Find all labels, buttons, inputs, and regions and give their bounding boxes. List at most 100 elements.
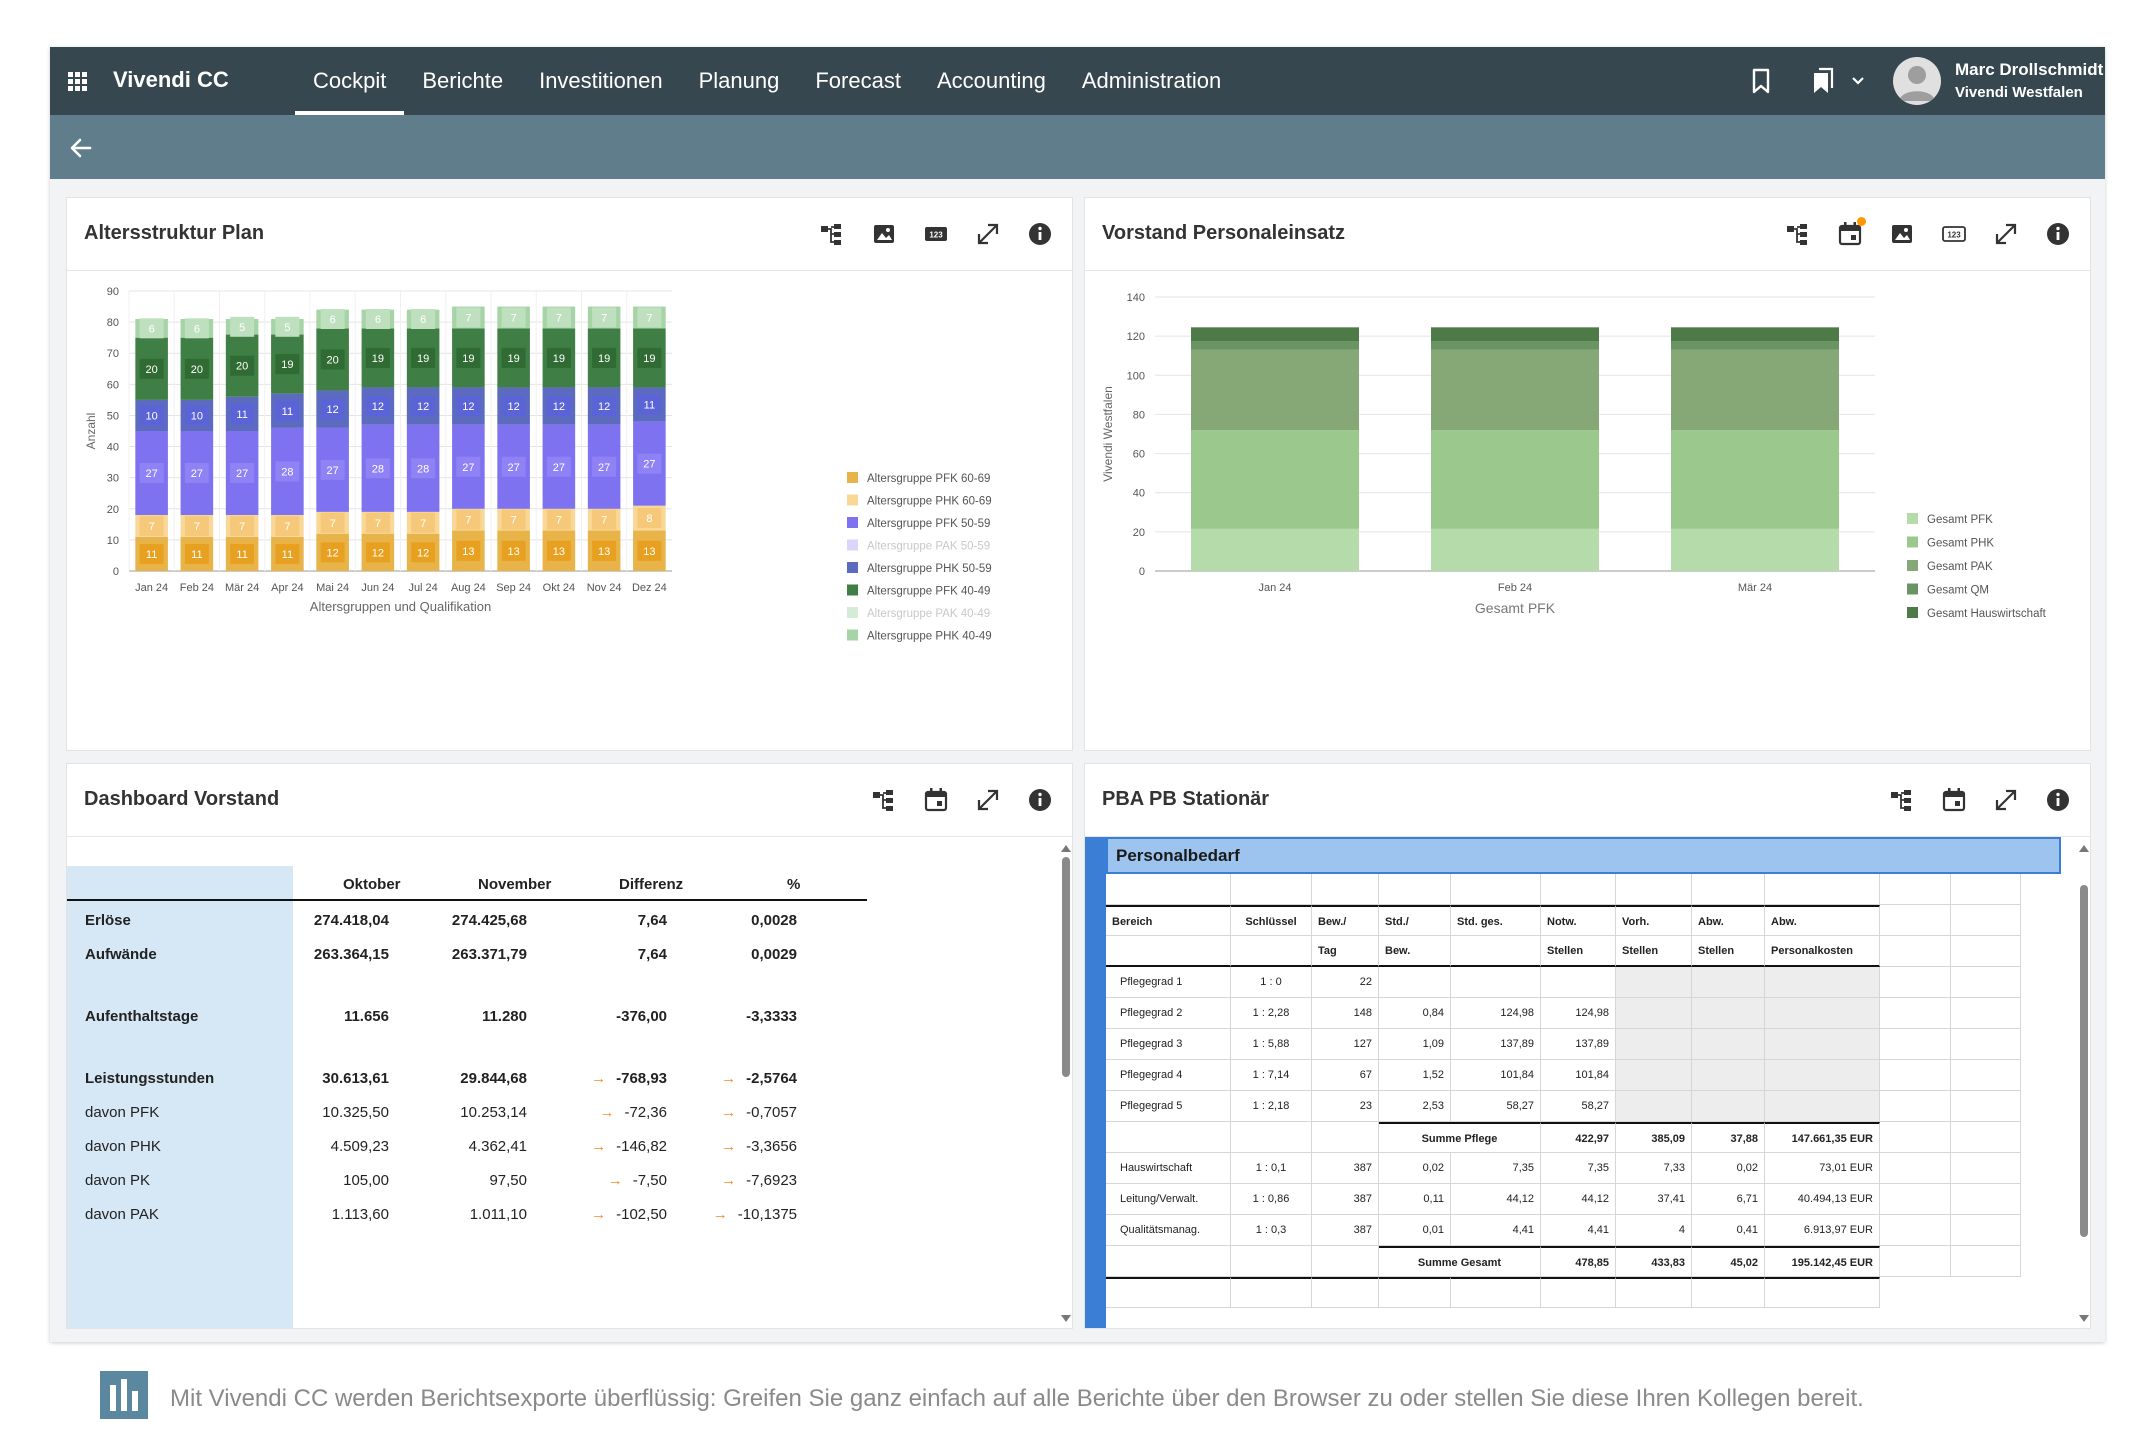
nav-berichte[interactable]: Berichte — [422, 68, 504, 93]
legend-label[interactable]: Altersgruppe PFK 60-69 — [867, 473, 990, 485]
bar-segment[interactable] — [1191, 327, 1359, 342]
nav-forecast[interactable]: Forecast — [815, 68, 901, 93]
chevron-down-icon[interactable] — [1850, 75, 1866, 87]
user-name[interactable]: Marc Drollschmidt — [1955, 60, 2104, 79]
x-tick-label: Feb 24 — [1498, 582, 1532, 594]
legend-label[interactable]: Altersgruppe PAK 40-49 — [867, 608, 990, 620]
legend-label[interactable]: Altersgruppe PFK 40-49 — [867, 586, 990, 598]
data-label-box — [139, 405, 164, 426]
legend-swatch[interactable] — [847, 517, 858, 528]
app-brand[interactable]: Vivendi CC — [113, 67, 229, 92]
bar-segment[interactable] — [1191, 528, 1359, 571]
row-label: davon PHK — [85, 1138, 161, 1155]
hierarchy-icon[interactable] — [1888, 786, 1916, 814]
numeric-data-icon[interactable]: 123 — [1940, 220, 1968, 248]
scroll-down-arrow[interactable] — [2079, 1315, 2089, 1322]
cell-value: 7,64 — [637, 912, 667, 929]
info-icon[interactable] — [2044, 220, 2072, 248]
legend-swatch[interactable] — [1907, 536, 1918, 548]
numeric-data-icon[interactable]: 123 — [922, 220, 950, 248]
info-icon[interactable] — [2044, 786, 2072, 814]
nav-investitionen[interactable]: Investitionen — [539, 68, 663, 93]
bar-segment[interactable] — [1671, 349, 1839, 431]
scroll-down-arrow[interactable] — [1061, 1315, 1071, 1322]
vertical-scrollbar[interactable] — [1060, 845, 1071, 1322]
legend-label[interactable]: Gesamt Hauswirtschaft — [1927, 608, 2047, 620]
expand-icon[interactable] — [974, 220, 1002, 248]
data-label: 12 — [462, 401, 474, 413]
legend-label[interactable]: Gesamt PAK — [1927, 561, 1993, 573]
legend-label[interactable]: Altersgruppe PFK 50-59 — [867, 518, 990, 530]
empty-cell — [1880, 1215, 1951, 1246]
legend-label[interactable]: Altersgruppe PAK 50-59 — [867, 541, 990, 553]
bar-segment[interactable] — [1191, 430, 1359, 529]
bar-segment[interactable] — [1431, 430, 1599, 529]
legend-swatch[interactable] — [847, 629, 858, 641]
cell-value: 1 : 2,18 — [1231, 1091, 1312, 1122]
scroll-up-arrow[interactable] — [1061, 845, 1071, 852]
column-header: % — [787, 876, 801, 893]
legend-swatch[interactable] — [847, 562, 858, 573]
bar-segment[interactable] — [1431, 349, 1599, 431]
legend-label[interactable]: Gesamt PHK — [1927, 538, 1994, 550]
data-label: 7 — [511, 312, 517, 324]
calendar-icon[interactable] — [1940, 786, 1968, 814]
legend-label[interactable]: Altersgruppe PHK 40-49 — [867, 631, 992, 643]
calendar-icon[interactable] — [922, 786, 950, 814]
data-label: 19 — [372, 353, 384, 365]
bar-segment[interactable] — [1671, 327, 1839, 342]
bookmarks-list-icon[interactable] — [1810, 67, 1836, 95]
avatar[interactable] — [1893, 57, 1941, 105]
legend-swatch[interactable] — [847, 494, 858, 506]
hierarchy-icon[interactable] — [1784, 220, 1812, 248]
legend-swatch[interactable] — [1907, 560, 1918, 571]
scroll-thumb[interactable] — [1062, 857, 1070, 1077]
hierarchy-icon[interactable] — [818, 220, 846, 248]
bar-segment[interactable] — [1671, 430, 1839, 529]
nav-administration[interactable]: Administration — [1081, 68, 1222, 93]
expand-icon[interactable] — [974, 786, 1002, 814]
legend-label[interactable]: Gesamt QM — [1927, 585, 1989, 597]
image-export-icon[interactable] — [1888, 220, 1916, 248]
legend-swatch[interactable] — [1907, 607, 1918, 618]
cell-value: 30.613,61 — [322, 1070, 389, 1087]
legend-swatch[interactable] — [1907, 513, 1918, 524]
bar-segment[interactable] — [1671, 341, 1839, 350]
calendar-icon[interactable] — [1836, 217, 1866, 248]
nav-cockpit[interactable]: Cockpit — [295, 47, 405, 115]
bar-segment[interactable] — [1191, 349, 1359, 431]
bar-segment[interactable] — [1431, 528, 1599, 571]
info-icon[interactable] — [1026, 786, 1054, 814]
scroll-thumb[interactable] — [2080, 885, 2088, 1237]
expand-icon[interactable] — [1992, 220, 2020, 248]
x-tick-label: Feb 24 — [180, 582, 214, 594]
expand-icon[interactable] — [1992, 786, 2020, 814]
legend-label[interactable]: Gesamt PFK — [1927, 514, 1993, 526]
bar-segment[interactable] — [1431, 341, 1599, 350]
nav-planung[interactable]: Planung — [698, 68, 780, 93]
data-label-box — [275, 543, 300, 564]
legend-label[interactable]: Altersgruppe PHK 60-69 — [867, 496, 992, 508]
legend-swatch[interactable] — [847, 472, 858, 483]
legend-label[interactable]: Altersgruppe PHK 50-59 — [867, 563, 992, 575]
legend-swatch[interactable] — [847, 539, 858, 551]
data-label: 11 — [191, 549, 202, 561]
legend-swatch[interactable] — [847, 584, 858, 596]
scroll-up-arrow[interactable] — [2079, 845, 2089, 852]
cell-value: 274.418,04 — [313, 912, 389, 929]
legend-swatch[interactable] — [847, 607, 858, 618]
data-label-box — [637, 307, 662, 328]
bar-segment[interactable] — [1191, 341, 1359, 350]
back-arrow-icon[interactable] — [68, 135, 94, 161]
vertical-scrollbar[interactable] — [2078, 845, 2089, 1322]
info-icon[interactable] — [1026, 220, 1054, 248]
hierarchy-icon[interactable] — [870, 786, 898, 814]
image-export-icon[interactable] — [870, 220, 898, 248]
data-label-box — [501, 456, 526, 477]
bar-segment[interactable] — [1671, 528, 1839, 571]
bar-segment[interactable] — [1431, 327, 1599, 342]
app-grid-icon[interactable] — [68, 72, 87, 91]
bookmark-icon[interactable] — [1748, 67, 1774, 95]
legend-swatch[interactable] — [1907, 583, 1918, 595]
nav-accounting[interactable]: Accounting — [936, 68, 1046, 93]
